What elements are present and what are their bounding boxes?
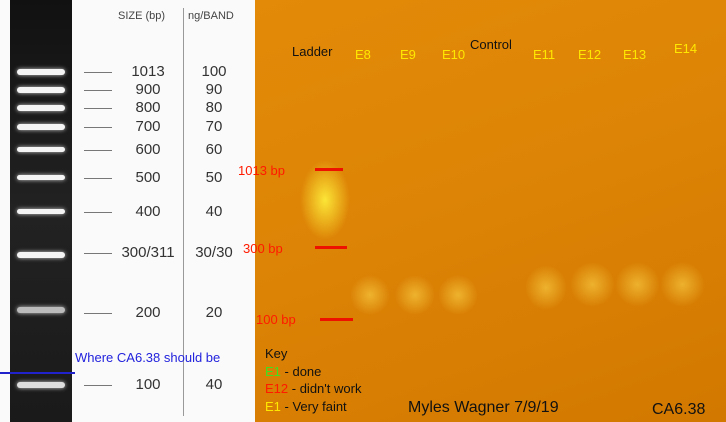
- sample-glow: [350, 275, 390, 315]
- size-label: 600: [135, 141, 161, 158]
- lane-label: Control: [470, 37, 512, 52]
- sample-id: CA6.38: [652, 401, 706, 418]
- ng-label: 80: [205, 99, 223, 116]
- band: [17, 69, 65, 75]
- marker-label: 100 bp: [256, 312, 296, 327]
- size-label: 800: [135, 99, 161, 116]
- key-item: E1 - Very faint: [265, 399, 347, 414]
- key-text: - didn't work: [291, 381, 362, 396]
- size-label: 100: [135, 376, 161, 393]
- ng-label: 30/30: [195, 244, 233, 261]
- band: [17, 175, 65, 180]
- gel: [255, 0, 726, 422]
- ng-header: ng/BAND: [188, 10, 234, 22]
- size-label: 900: [135, 81, 161, 98]
- ng-label: 40: [205, 203, 223, 220]
- sample-glow: [525, 265, 567, 310]
- size-label: 500: [135, 169, 161, 186]
- sample-glow: [660, 262, 705, 307]
- marker-label: 300 bp: [243, 241, 283, 256]
- lane-label: E12: [578, 47, 602, 62]
- marker-line: [315, 246, 347, 249]
- band: [17, 87, 65, 93]
- marker-line: [315, 168, 343, 171]
- band: [17, 209, 65, 214]
- author: Myles Wagner 7/9/19: [408, 399, 559, 416]
- sample-glow: [570, 262, 615, 307]
- ng-label: 60: [205, 141, 223, 158]
- band: [17, 252, 65, 258]
- lane-label: Ladder: [292, 44, 333, 59]
- ladder-panel: SIZE (bp) ng/BAND Where CA6.38 should be…: [0, 0, 255, 422]
- lane-label: E14: [674, 41, 698, 56]
- ng-label: 40: [205, 376, 223, 393]
- ng-label: 50: [205, 169, 223, 186]
- ladder-tick: [84, 72, 112, 73]
- key-code: E1: [265, 399, 281, 414]
- ladder-glow: [300, 160, 350, 240]
- band: [17, 105, 65, 111]
- key-item: E12 - didn't work: [265, 381, 361, 396]
- sample-glow: [615, 262, 660, 307]
- size-label: 200: [135, 304, 161, 321]
- sample-glow: [438, 275, 478, 315]
- band: [17, 147, 65, 152]
- band: [17, 124, 65, 130]
- ladder-tick: [84, 253, 112, 254]
- ladder-tick: [84, 178, 112, 179]
- ladder-tick: [84, 150, 112, 151]
- key-title: Key: [265, 346, 288, 361]
- ng-label: 70: [205, 118, 223, 135]
- sample-glow: [395, 275, 435, 315]
- ladder-tick: [84, 385, 112, 386]
- lane-label: E8: [355, 47, 371, 62]
- band: [17, 307, 65, 313]
- divider: [183, 8, 184, 416]
- annotation: Where CA6.38 should be: [75, 350, 221, 365]
- size-label: 300/311: [121, 244, 175, 261]
- size-label: 1013: [131, 63, 165, 80]
- ladder-tick: [84, 127, 112, 128]
- ladder-tick: [84, 313, 112, 314]
- ladder-tick: [84, 90, 112, 91]
- key-code: E12: [265, 381, 289, 396]
- lane-label: E11: [533, 47, 556, 62]
- size-header: SIZE (bp): [118, 10, 166, 22]
- ng-label: 100: [201, 63, 227, 80]
- size-label: 400: [135, 203, 161, 220]
- key-code: E1: [265, 364, 281, 379]
- lane-label: E9: [400, 47, 416, 62]
- lane-label: E10: [442, 47, 466, 62]
- lane-label: E13: [623, 47, 647, 62]
- marker-line: [320, 318, 353, 321]
- key-text: - Very faint: [284, 399, 347, 414]
- target-line: [0, 372, 75, 374]
- key-item: E1 - done: [265, 364, 321, 379]
- key-text: - done: [284, 364, 322, 379]
- ladder-tick: [84, 212, 112, 213]
- ladder-tick: [84, 108, 112, 109]
- band: [17, 382, 65, 388]
- ng-label: 20: [205, 304, 223, 321]
- ladder-strip: [10, 0, 72, 422]
- ng-label: 90: [205, 81, 223, 98]
- marker-label: 1013 bp: [238, 163, 285, 178]
- size-label: 700: [135, 118, 161, 135]
